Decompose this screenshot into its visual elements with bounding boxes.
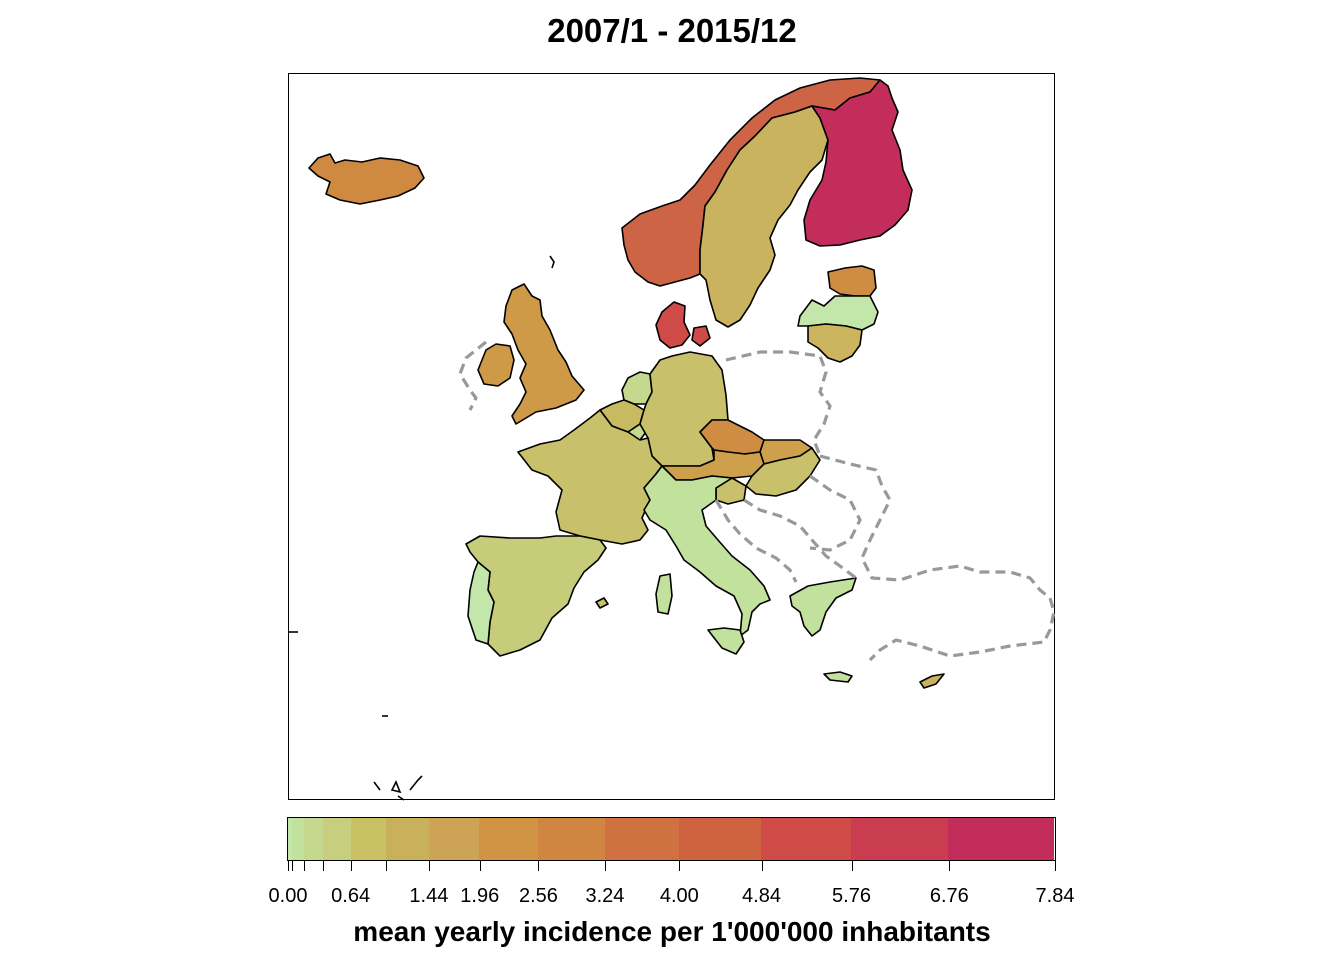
legend-tick [350, 861, 352, 871]
legend-tick [949, 861, 951, 871]
country-ireland[interactable] [477, 343, 515, 387]
legend-tick-label: 0.00 [268, 885, 308, 907]
legend-segment [479, 818, 539, 860]
legend-segment [288, 818, 292, 860]
map-title: 2007/1 - 2015/12 [547, 12, 797, 49]
legend-tick-label: 3.24 [585, 885, 625, 907]
legend-tick [604, 861, 606, 871]
no-data-border-uk-ireland [458, 340, 487, 411]
no-data-border-east-north [725, 350, 832, 457]
legend-tick [323, 861, 325, 871]
legend-ticks [0, 861, 1344, 875]
legend-tick [538, 861, 540, 871]
legend-segment [303, 818, 324, 860]
legend-tick [385, 861, 387, 871]
legend-tick [851, 861, 853, 871]
country-cyprus[interactable] [919, 673, 945, 689]
legend-tick [479, 861, 481, 871]
country-iceland[interactable] [308, 153, 425, 205]
legend-segment [538, 818, 605, 860]
legend-tick [288, 861, 289, 871]
legend-segment [428, 818, 480, 860]
country-united-kingdom[interactable] [503, 283, 585, 425]
country-lithuania[interactable] [807, 323, 863, 363]
legend-tick [1055, 861, 1056, 871]
country-sweden[interactable] [699, 105, 829, 328]
island-azores [373, 775, 423, 801]
country-greece-crete[interactable] [823, 671, 853, 683]
legend-segment [291, 818, 304, 860]
no-data-border-romania [809, 474, 862, 552]
country-portugal[interactable] [467, 561, 495, 645]
legend-segment [385, 818, 429, 860]
legend-tick-label: 2.56 [518, 885, 558, 907]
no-data-border-bosnia [714, 499, 798, 583]
legend-tick-label: 4.84 [742, 885, 781, 907]
country-italy[interactable] [643, 465, 771, 637]
legend-tick-label: 7.84 [1035, 885, 1075, 907]
legend-tick-label: 5.76 [832, 885, 871, 907]
country-denmark-islands[interactable] [691, 325, 711, 347]
country-finland[interactable] [803, 79, 913, 247]
no-data-border-balkans [819, 454, 1056, 662]
legend-tick [291, 861, 293, 871]
legend-tick [428, 861, 430, 871]
legend-color-bar [287, 817, 1056, 861]
legend-tick-label: 1.96 [460, 885, 500, 907]
country-netherlands[interactable] [621, 371, 653, 405]
country-italy-sardinia[interactable] [655, 573, 673, 615]
legend-segment [604, 818, 679, 860]
legend-segment [760, 818, 851, 860]
legend-segment [323, 818, 351, 860]
country-germany[interactable] [639, 351, 729, 467]
country-hungary[interactable] [745, 447, 821, 497]
country-greece[interactable] [789, 577, 857, 637]
legend-title: mean yearly incidence per 1'000'000 inha… [353, 916, 991, 947]
no-data-border-serbia [743, 498, 857, 580]
legend-tick-label: 0.64 [331, 885, 371, 907]
island-shetland [549, 255, 555, 269]
legend-tick-label: 4.00 [659, 885, 699, 907]
legend-tick [303, 861, 305, 871]
map-frame [288, 73, 1055, 800]
legend-tick-label: 1.44 [409, 885, 449, 907]
country-malta[interactable] [595, 597, 609, 609]
legend-segment [948, 818, 1054, 860]
country-italy-sicily[interactable] [707, 627, 745, 655]
legend-tick-label: 6.76 [929, 885, 969, 907]
legend-segment [678, 818, 761, 860]
legend-segment [850, 818, 949, 860]
legend-segment [350, 818, 386, 860]
legend-tick [679, 861, 681, 871]
country-denmark[interactable] [655, 301, 691, 349]
legend-tick [761, 861, 763, 871]
country-estonia[interactable] [827, 265, 877, 297]
